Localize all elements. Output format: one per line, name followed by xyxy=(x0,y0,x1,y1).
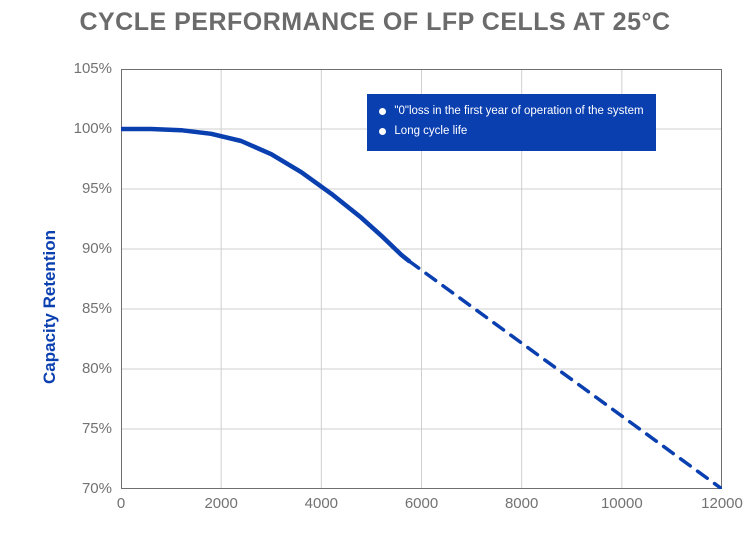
legend-box: "0"loss in the first year of operation o… xyxy=(367,94,655,151)
x-tick-label: 4000 xyxy=(291,495,351,512)
bullet-icon xyxy=(379,108,386,115)
legend-text: Long cycle life xyxy=(394,122,467,142)
x-tick-label: 10000 xyxy=(592,495,652,512)
y-tick-label: 90% xyxy=(66,240,112,257)
y-tick-label: 80% xyxy=(66,360,112,377)
chart-title: CYCLE PERFORMANCE OF LFP CELLS AT 25°C xyxy=(0,8,750,37)
x-tick-label: 12000 xyxy=(692,495,750,512)
legend-text: "0"loss in the first year of operation o… xyxy=(394,102,643,122)
y-tick-label: 100% xyxy=(66,120,112,137)
y-tick-label: 85% xyxy=(66,300,112,317)
y-axis-label: Capacity Retention xyxy=(40,230,60,384)
x-tick-label: 8000 xyxy=(492,495,552,512)
legend-entry: Long cycle life xyxy=(379,122,643,142)
bullet-icon xyxy=(379,128,386,135)
x-tick-label: 0 xyxy=(91,495,151,512)
legend-entry: "0"loss in the first year of operation o… xyxy=(379,102,643,122)
y-tick-label: 95% xyxy=(66,180,112,197)
y-tick-label: 75% xyxy=(66,420,112,437)
chart-container: { "title": "CYCLE PERFORMANCE OF LFP CEL… xyxy=(0,0,750,554)
x-tick-label: 6000 xyxy=(392,495,452,512)
x-tick-label: 2000 xyxy=(191,495,251,512)
y-tick-label: 105% xyxy=(66,60,112,77)
